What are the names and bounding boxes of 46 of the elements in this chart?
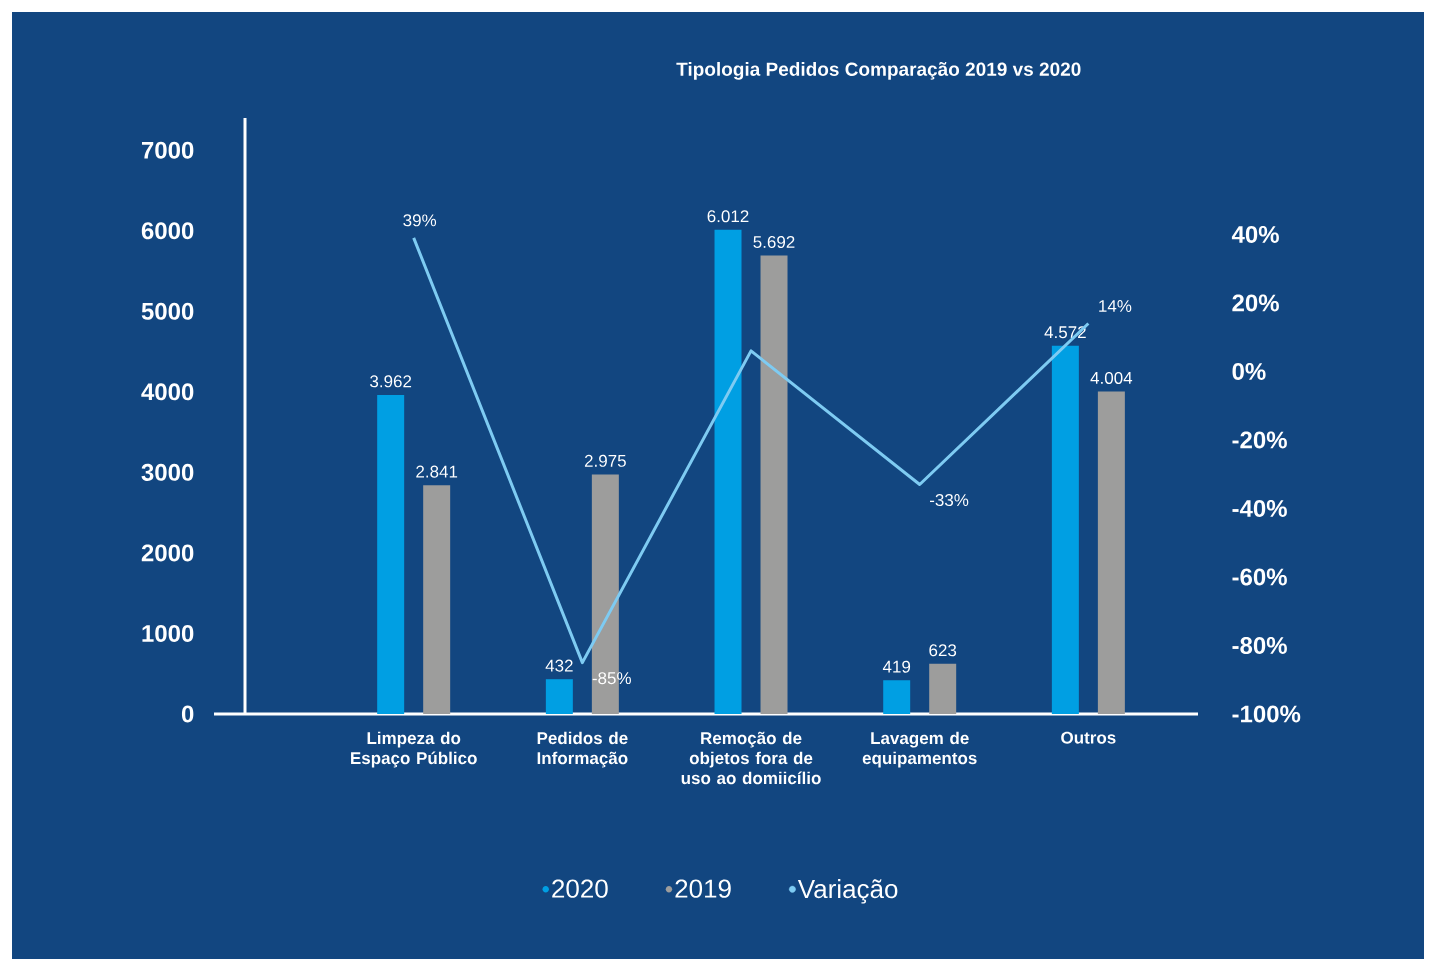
y-tick-label: 6000 bbox=[141, 222, 194, 240]
y-tick-label: 7000 bbox=[141, 141, 194, 159]
y-tick-label: 5000 bbox=[141, 302, 194, 320]
y2-tick-label: -100% bbox=[1232, 705, 1301, 723]
data-label: 419 bbox=[882, 660, 911, 673]
bar bbox=[760, 255, 788, 714]
bar bbox=[883, 680, 911, 714]
legend-label: 2019 bbox=[675, 879, 731, 898]
bar bbox=[1097, 391, 1125, 714]
legend-label: Variação bbox=[797, 879, 898, 904]
x-tick-label: Limpeza do Espaço Público bbox=[351, 731, 477, 768]
y-tick-label: 0 bbox=[181, 705, 194, 723]
data-label: 14% bbox=[1099, 300, 1132, 312]
x-tick-label: Outros bbox=[1061, 731, 1116, 744]
legend-label: 2020 bbox=[552, 879, 608, 898]
bar bbox=[545, 679, 573, 714]
data-label: 3.962 bbox=[370, 375, 412, 388]
y2-tick-label: 20% bbox=[1232, 294, 1279, 312]
y2-tick-label: 40% bbox=[1231, 225, 1279, 243]
data-label: 2.841 bbox=[416, 465, 458, 478]
y-tick-label: 3000 bbox=[141, 463, 194, 481]
data-label: 4.004 bbox=[1090, 371, 1133, 384]
y2-tick-label: -20% bbox=[1232, 431, 1287, 449]
data-label: 432 bbox=[545, 659, 573, 672]
y-tick-label: 2000 bbox=[141, 544, 194, 562]
bar bbox=[1051, 345, 1079, 714]
x-tick-label: Lavagem de equipamentos bbox=[862, 731, 977, 768]
bar bbox=[377, 394, 405, 714]
y2-tick-label: -40% bbox=[1232, 499, 1287, 517]
chart-title: Tipologia Pedidos Comparação 2019 vs 2020 bbox=[676, 61, 1081, 80]
x-tick-label: Pedidos de Informação bbox=[537, 731, 628, 768]
data-label: 5.692 bbox=[753, 235, 795, 249]
data-label: -33% bbox=[929, 494, 969, 507]
y2-tick-label: 0% bbox=[1232, 362, 1266, 380]
bar bbox=[929, 663, 957, 714]
bar bbox=[714, 229, 742, 714]
data-label: 623 bbox=[929, 644, 957, 657]
data-label: 6.012 bbox=[707, 210, 749, 223]
data-label: 2.975 bbox=[584, 454, 626, 467]
y2-tick-label: -80% bbox=[1232, 636, 1287, 654]
x-tick-label: Remoção de objetos fora de uso ao domiicílio bbox=[681, 731, 821, 785]
y-tick-label: 1000 bbox=[142, 624, 194, 642]
data-label: 39% bbox=[403, 214, 437, 227]
y2-tick-label: -60% bbox=[1232, 568, 1287, 586]
bar bbox=[423, 485, 451, 714]
y-tick-label: 4000 bbox=[141, 383, 194, 401]
